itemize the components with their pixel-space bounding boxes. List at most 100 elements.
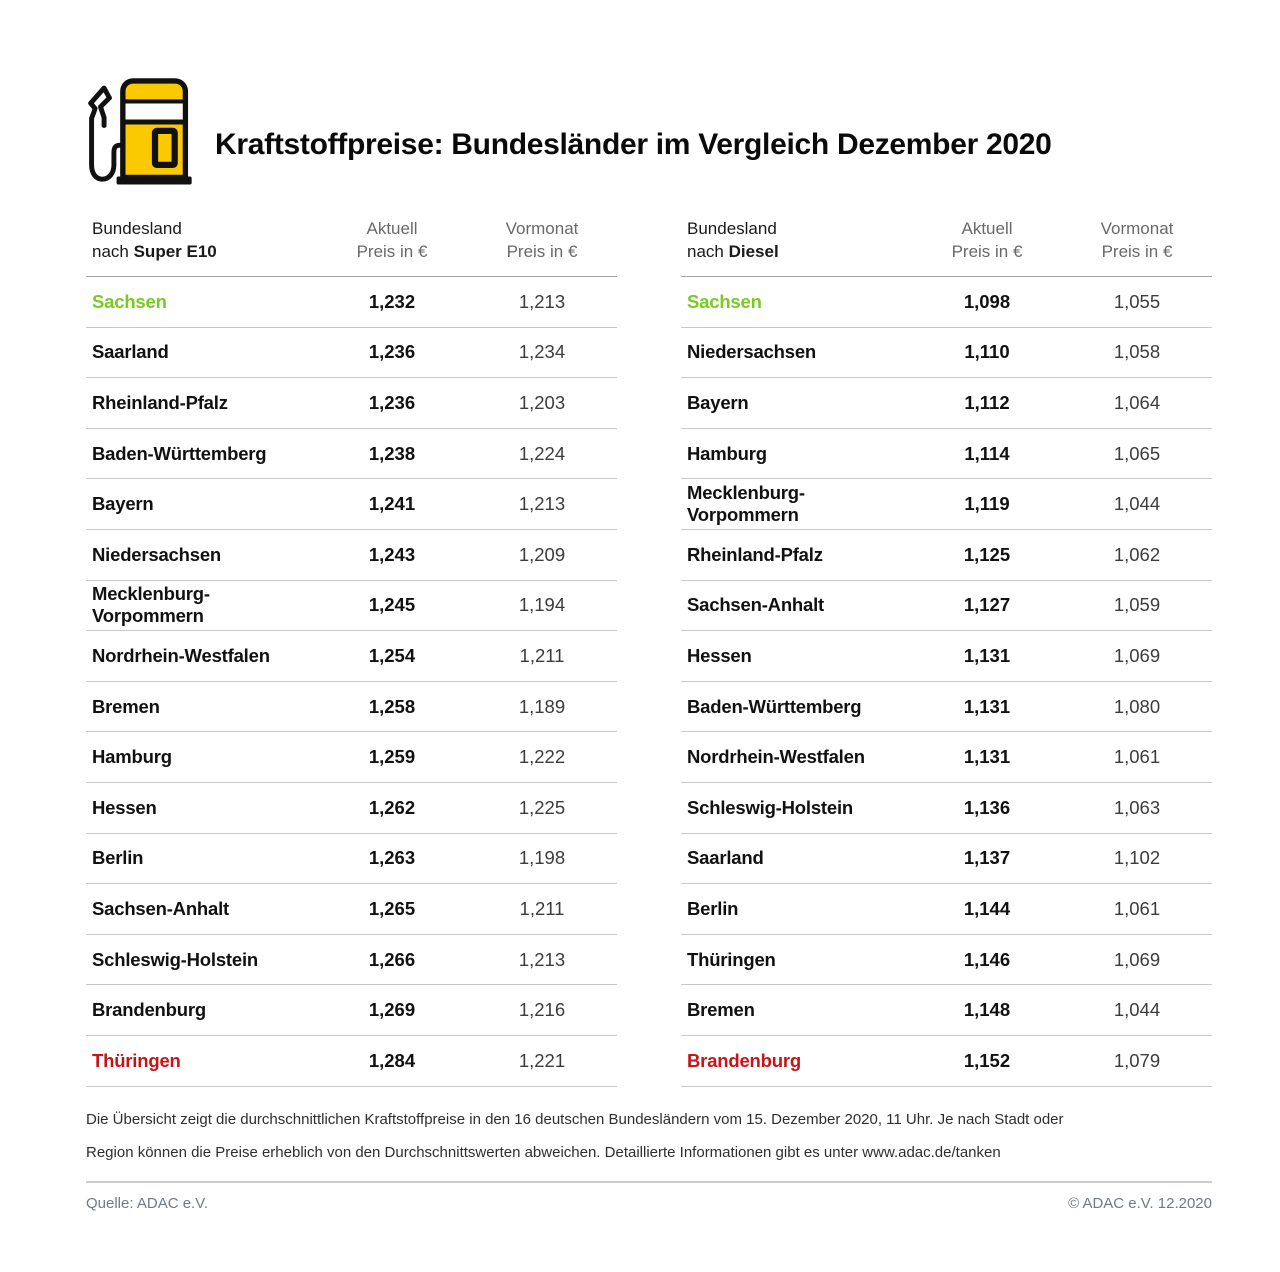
price-aktuell: 1,127 [963, 594, 1011, 616]
price-vormonat: 1,058 [1113, 341, 1161, 363]
price-aktuell: 1,263 [368, 847, 416, 869]
price-aktuell: 1,112 [964, 391, 1010, 413]
price-vormonat: 1,222 [518, 746, 566, 768]
price-vormonat: 1,211 [519, 897, 565, 919]
price-aktuell: 1,125 [963, 543, 1011, 565]
col-vormonat-header: Vormonat Preis in € [1100, 219, 1174, 261]
state-name: Brandenburg [687, 1049, 801, 1071]
price-vormonat: 1,213 [518, 948, 566, 970]
price-aktuell: 1,241 [368, 493, 416, 515]
state-name: Bremen [92, 695, 160, 717]
fuel-name: Super E10 [133, 242, 217, 261]
state-name: Nordrhein-Westfalen [92, 644, 270, 666]
table-header: Bundesland nach Super E10 Aktuell Preis … [86, 217, 617, 277]
price-vormonat: 1,065 [1113, 442, 1161, 464]
table-row: Hessen 1,262 1,225 [86, 783, 617, 834]
price-vormonat: 1,209 [518, 543, 566, 565]
price-aktuell: 1,236 [368, 391, 416, 413]
table-row: Mecklenburg-Vorpommern 1,119 1,044 [681, 479, 1212, 530]
table-header: Bundesland nach Diesel Aktuell Preis in … [681, 217, 1212, 277]
state-name: Bremen [687, 999, 755, 1021]
table-row: Nordrhein-Westfalen 1,254 1,211 [86, 631, 617, 682]
state-name: Berlin [92, 847, 144, 869]
tables-container: Bundesland nach Super E10 Aktuell Preis … [86, 217, 1212, 1087]
price-vormonat: 1,211 [519, 644, 565, 666]
price-aktuell: 1,131 [963, 644, 1011, 666]
state-name: Niedersachsen [92, 543, 222, 565]
price-vormonat: 1,063 [1113, 796, 1161, 818]
price-aktuell: 1,236 [368, 341, 416, 363]
price-vormonat: 1,061 [1113, 897, 1161, 919]
table-row: Sachsen 1,098 1,055 [681, 277, 1212, 328]
table-row: Sachsen-Anhalt 1,127 1,059 [681, 581, 1212, 632]
state-name: Brandenburg [92, 999, 206, 1021]
price-vormonat: 1,079 [1113, 1049, 1161, 1071]
price-aktuell: 1,119 [964, 493, 1010, 515]
rows-container: Sachsen 1,098 1,055 Niedersachsen 1,110 1,058… [681, 277, 1212, 1087]
state-name: Sachsen [687, 290, 762, 312]
price-aktuell: 1,269 [368, 999, 416, 1021]
source-note: Quelle: ADAC e.V. [86, 1194, 209, 1212]
table-diesel: Bundesland nach Diesel Aktuell Preis in … [681, 217, 1212, 1087]
fuel-pump-icon [88, 78, 192, 185]
price-aktuell: 1,131 [963, 695, 1011, 717]
table-row: Sachsen-Anhalt 1,265 1,211 [86, 884, 617, 935]
col-aktuell-header: Aktuell Preis in € [951, 219, 1023, 261]
copyright-note: © ADAC e.V. 12.2020 [1068, 1194, 1212, 1212]
price-aktuell: 1,243 [368, 543, 416, 565]
table-row: Schleswig-Holstein 1,136 1,063 [681, 783, 1212, 834]
price-vormonat: 1,198 [518, 847, 566, 869]
rows-container: Sachsen 1,232 1,213 Saarland 1,236 1,234 Rhein… [86, 277, 617, 1087]
price-aktuell: 1,245 [368, 594, 416, 616]
table-row: Berlin 1,144 1,061 [681, 884, 1212, 935]
price-aktuell: 1,232 [368, 290, 416, 312]
state-name: Saarland [92, 341, 169, 363]
price-vormonat: 1,234 [518, 341, 566, 363]
price-vormonat: 1,069 [1113, 644, 1161, 666]
state-name: Rheinland-Pfalz [687, 543, 823, 565]
state-name: Rheinland-Pfalz [92, 391, 228, 413]
state-name: Nordrhein-Westfalen [687, 746, 865, 768]
table-row: Thüringen 1,146 1,069 [681, 935, 1212, 986]
bundesland-label-line1: Bundesland [92, 219, 182, 238]
price-vormonat: 1,221 [518, 1049, 566, 1071]
state-name: Thüringen [92, 1049, 181, 1071]
table-row: Thüringen 1,284 1,221 [86, 1036, 617, 1087]
price-aktuell: 1,262 [368, 796, 416, 818]
table-row: Bremen 1,148 1,044 [681, 985, 1212, 1036]
price-aktuell: 1,131 [963, 746, 1011, 768]
price-vormonat: 1,062 [1113, 543, 1161, 565]
footer: Quelle: ADAC e.V. © ADAC e.V. 12.2020 [86, 1183, 1212, 1212]
price-aktuell: 1,136 [963, 796, 1011, 818]
price-vormonat: 1,224 [518, 442, 566, 464]
state-name: Hessen [687, 644, 752, 666]
price-vormonat: 1,044 [1113, 493, 1161, 515]
price-aktuell: 1,265 [368, 897, 416, 919]
table-row: Hamburg 1,114 1,065 [681, 429, 1212, 480]
price-vormonat: 1,213 [518, 290, 566, 312]
price-vormonat: 1,102 [1113, 847, 1161, 869]
state-name: Schleswig-Holstein [92, 948, 259, 970]
state-name: Baden-Württemberg [687, 695, 862, 717]
page: Kraftstoffpreise: Bundesländer im Vergle… [86, 78, 1212, 1212]
state-name: Berlin [687, 897, 739, 919]
table-row: Brandenburg 1,269 1,216 [86, 985, 617, 1036]
bundesland-label-line1: Bundesland [687, 219, 777, 238]
price-vormonat: 1,216 [518, 999, 566, 1021]
price-aktuell: 1,258 [368, 695, 416, 717]
table-row: Bremen 1,258 1,189 [86, 682, 617, 733]
price-vormonat: 1,203 [518, 391, 566, 413]
state-name: Hamburg [92, 746, 172, 768]
state-name: Niedersachsen [687, 341, 817, 363]
table-row: Niedersachsen 1,110 1,058 [681, 328, 1212, 379]
col-vormonat-header: Vormonat Preis in € [505, 219, 579, 261]
price-vormonat: 1,044 [1113, 999, 1161, 1021]
footer-divider [86, 1180, 1212, 1183]
fuel-type-label: nach Diesel [687, 242, 779, 261]
price-aktuell: 1,238 [368, 442, 416, 464]
fuel-type-label: nach Super E10 [92, 242, 217, 261]
table-super-e10: Bundesland nach Super E10 Aktuell Preis … [86, 217, 617, 1087]
table-row: Rheinland-Pfalz 1,236 1,203 [86, 378, 617, 429]
price-aktuell: 1,152 [963, 1049, 1011, 1071]
price-vormonat: 1,055 [1113, 290, 1161, 312]
